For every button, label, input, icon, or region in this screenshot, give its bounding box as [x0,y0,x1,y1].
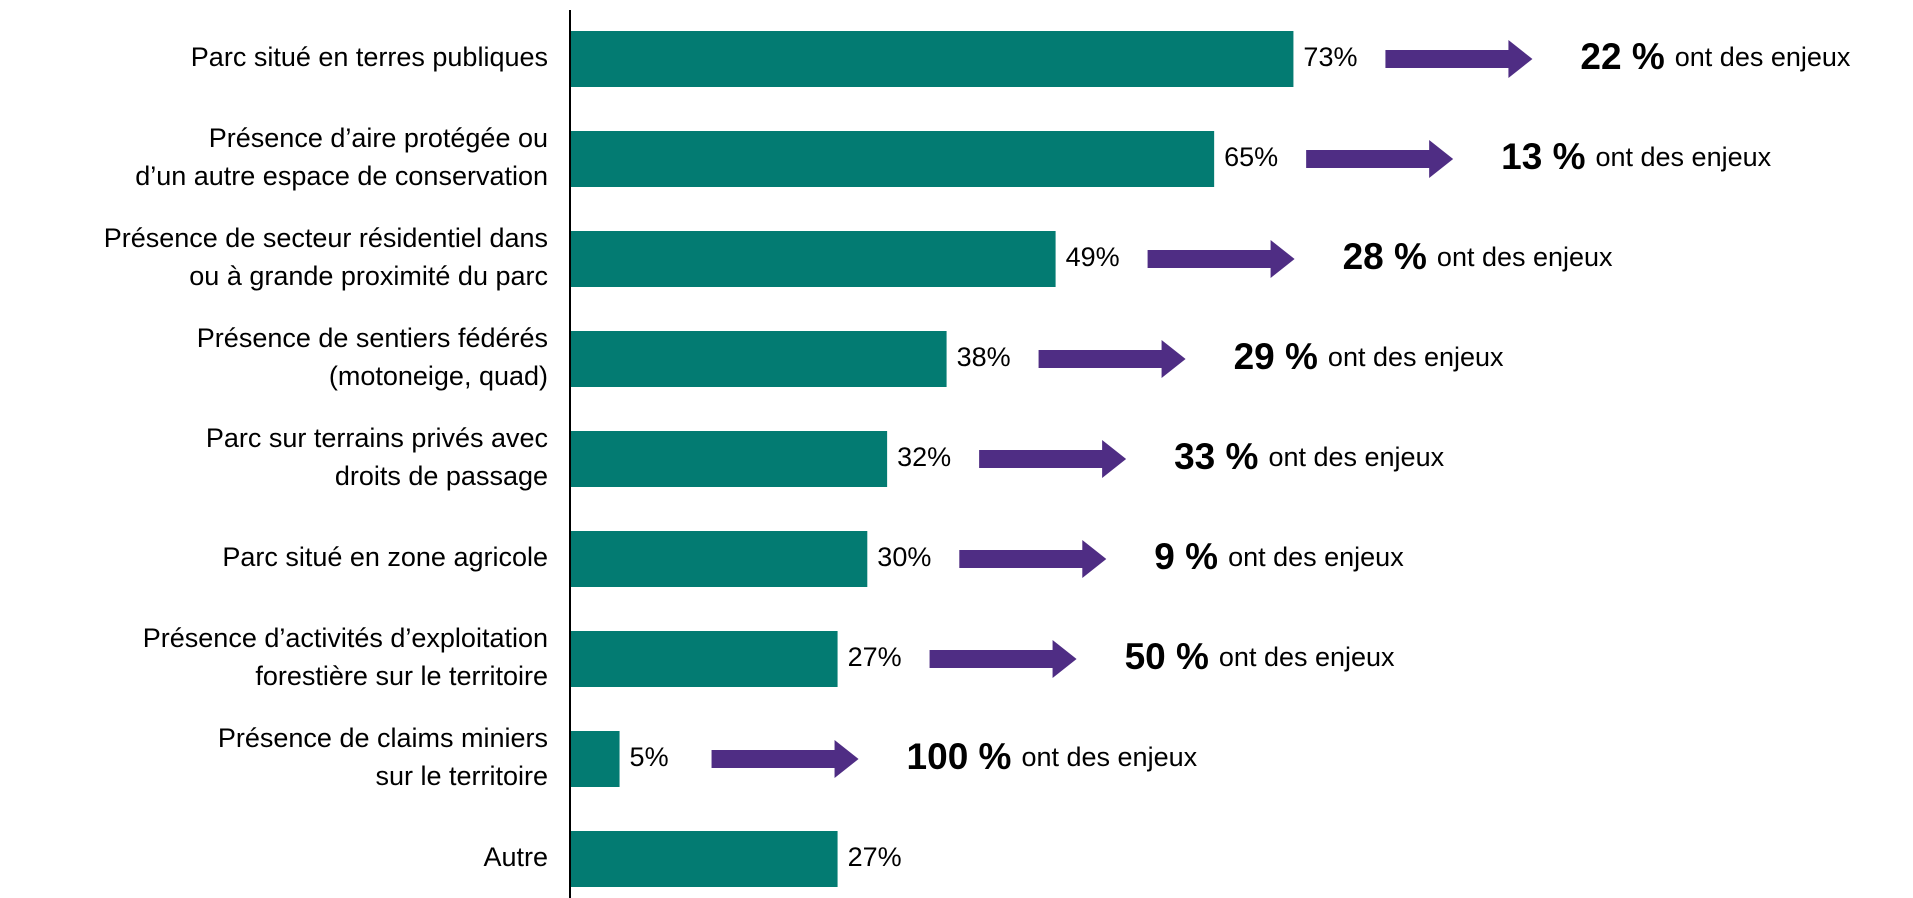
arrow [1306,140,1454,178]
category-label: Autre [483,842,548,872]
bar [570,331,947,387]
annotation: 22 % ont des enjeux [1580,36,1850,77]
bar [570,831,838,887]
bar [570,731,620,787]
annotation-text: ont des enjeux [1328,342,1504,372]
value-label: 49% [1066,242,1120,272]
category-label: Présence de secteur résidentiel dans ou à… [104,223,548,291]
annotation: 28 % ont des enjeux [1343,236,1613,277]
annotation-text: ont des enjeux [1268,442,1444,472]
value-label: 30% [877,542,931,572]
bar [570,631,838,687]
arrow [979,440,1127,478]
arrow [1038,340,1186,378]
annotation: 13 % ont des enjeux [1501,136,1771,177]
category-label: Présence d’activités d’exploitation fores… [143,623,548,691]
bar [570,431,888,487]
annotation-value: 9 % [1154,536,1218,577]
bar [570,131,1215,187]
annotation-text: ont des enjeux [1595,142,1771,172]
bar [570,531,868,587]
category-label: Parc situé en zone agricole [222,542,548,572]
arrow [929,640,1077,678]
value-label: 32% [897,442,951,472]
annotation: 50 % ont des enjeux [1125,636,1395,677]
annotation: 9 % ont des enjeux [1154,536,1404,577]
value-label: 27% [848,642,902,672]
annotation: 100 % ont des enjeux [907,736,1198,777]
annotation-value: 100 % [907,736,1012,777]
value-label: 38% [957,342,1011,372]
arrow [1147,240,1295,278]
annotation-value: 50 % [1125,636,1209,677]
annotation-text: ont des enjeux [1228,542,1404,572]
bar [570,231,1056,287]
annotation-value: 29 % [1234,336,1318,377]
arrow [959,540,1107,578]
bar [570,31,1294,87]
category-label: Parc situé en terres publiques [191,42,548,72]
value-label: 27% [848,842,902,872]
value-label: 65% [1224,142,1278,172]
value-label: 5% [630,742,669,772]
annotation-value: 33 % [1174,436,1258,477]
annotation: 33 % ont des enjeux [1174,436,1444,477]
annotation: 29 % ont des enjeux [1234,336,1504,377]
arrow [1385,40,1533,78]
arrow [711,740,859,778]
annotation-text: ont des enjeux [1675,42,1851,72]
value-label: 73% [1303,42,1357,72]
annotation-value: 22 % [1580,36,1664,77]
annotation-value: 13 % [1501,136,1585,177]
annotation-text: ont des enjeux [1437,242,1613,272]
annotation-text: ont des enjeux [1219,642,1395,672]
annotation-value: 28 % [1343,236,1427,277]
annotation-text: ont des enjeux [1021,742,1197,772]
category-label: Parc sur terrains privés avec droits de p… [206,423,548,491]
category-label: Présence d’aire protégée ou d’un autre es… [135,123,548,191]
category-label: Présence de claims miniers sur le territo… [218,723,548,791]
category-label: Présence de sentiers fédérés (motoneige, … [197,323,548,391]
